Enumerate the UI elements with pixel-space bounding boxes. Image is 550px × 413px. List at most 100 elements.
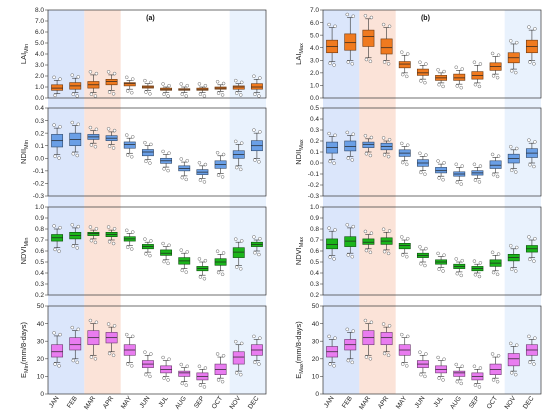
outlier-point	[257, 362, 261, 366]
outlier-point	[528, 163, 532, 167]
outlier-point	[71, 92, 75, 96]
y-tick-label: 30	[312, 338, 320, 345]
outlier-point	[424, 153, 428, 157]
box-apr	[380, 227, 393, 256]
y-axis-title-sub: Max	[299, 43, 305, 54]
x-tick-label-aug: AUG	[174, 395, 188, 411]
x-tick-label-dec: DEC	[522, 395, 536, 411]
box-jan	[51, 75, 64, 98]
box-body	[87, 232, 100, 236]
outlier-point	[197, 257, 202, 261]
outlier-point	[387, 24, 392, 29]
y-axis-title-sub: Max	[299, 139, 305, 150]
y-tick-label: -0.3	[33, 193, 45, 200]
y-tick-label: 50	[37, 303, 45, 310]
outlier-point	[527, 334, 531, 339]
box-apr	[380, 136, 393, 159]
box-oct	[489, 352, 502, 384]
y-tick-label: 5.0	[35, 40, 44, 47]
box-feb	[69, 223, 82, 250]
outlier-point	[460, 258, 464, 263]
box-jun	[416, 350, 429, 379]
outlier-point	[76, 75, 80, 79]
outlier-point	[368, 250, 373, 255]
box-dec	[525, 334, 538, 366]
box-jun	[141, 237, 154, 258]
box-jun	[141, 78, 154, 96]
box-mar	[87, 225, 100, 245]
box-aug	[178, 248, 191, 274]
outlier-point	[180, 268, 184, 273]
outlier-point	[215, 249, 220, 253]
outlier-point	[437, 176, 441, 180]
box-nov	[232, 339, 245, 377]
box-oct	[214, 249, 227, 277]
highlight-band-jan-feb	[48, 10, 85, 394]
outlier-point	[130, 364, 134, 368]
outlier-point	[197, 364, 202, 369]
outlier-point	[533, 27, 537, 31]
outlier-point	[368, 153, 373, 158]
y-axis-title-main: LAI	[294, 54, 303, 65]
box-may	[123, 133, 136, 159]
outlier-point	[144, 372, 148, 377]
outlier-point	[220, 93, 225, 97]
outlier-point	[495, 75, 500, 80]
outlier-point	[161, 241, 165, 246]
x-tick-label-may: MAY	[395, 395, 409, 411]
box-mar	[362, 229, 375, 255]
outlier-point	[52, 224, 56, 228]
outlier-point	[215, 352, 220, 356]
y-tick-label: 0.3	[35, 281, 44, 288]
outlier-point	[436, 159, 440, 163]
outlier-point	[148, 253, 152, 258]
box-jul	[435, 68, 448, 89]
outlier-point	[161, 355, 165, 360]
outlier-point	[235, 165, 239, 170]
box-body	[489, 160, 502, 169]
y-tick-label: 30	[37, 338, 45, 345]
outlier-point	[327, 22, 331, 27]
outlier-point	[386, 154, 391, 159]
outlier-point	[459, 273, 463, 278]
subplot-frame	[47, 206, 267, 296]
y-axis-title-main: NDVI	[19, 246, 28, 264]
y-tick-label: 5.0	[310, 32, 319, 39]
outlier-point	[533, 236, 537, 241]
box-aug	[178, 82, 191, 98]
outlier-point	[252, 74, 256, 78]
box-body	[380, 332, 393, 346]
box-jul	[160, 149, 173, 173]
outlier-point	[202, 94, 207, 98]
outlier-point	[405, 74, 409, 79]
outlier-point	[149, 239, 153, 243]
outlier-point	[455, 84, 459, 88]
outlier-point	[53, 93, 57, 98]
y-tick-label: 7.0	[310, 7, 319, 14]
outlier-point	[144, 159, 148, 164]
outlier-point	[234, 237, 238, 241]
outlier-point	[401, 253, 405, 257]
outlier-point	[496, 252, 501, 256]
outlier-point	[333, 336, 337, 340]
outlier-point	[107, 144, 112, 148]
outlier-point	[88, 225, 93, 229]
outlier-point	[528, 60, 532, 64]
box-body	[362, 238, 375, 245]
box-nov	[507, 243, 520, 273]
y-tick-label: 40	[37, 321, 45, 328]
outlier-point	[496, 353, 501, 358]
outlier-point	[418, 151, 422, 156]
outlier-point	[381, 227, 386, 231]
outlier-point	[184, 94, 188, 98]
box-sep	[196, 82, 209, 98]
x-tick-label-jul: JUL	[432, 395, 445, 409]
outlier-point	[364, 57, 369, 62]
box-dec	[250, 235, 263, 257]
box-jun	[141, 350, 154, 379]
box-may	[123, 75, 136, 95]
outlier-point	[57, 249, 61, 253]
outlier-point	[532, 164, 536, 169]
box-jan	[326, 22, 339, 67]
y-tick-label: 8.0	[35, 7, 44, 14]
